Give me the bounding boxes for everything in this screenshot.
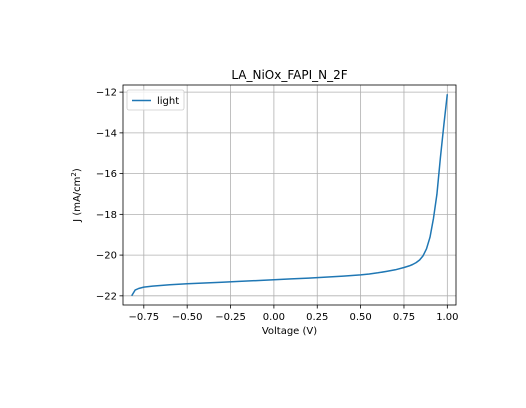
y-tick-label: −14 (96, 128, 117, 139)
legend: light (126, 89, 185, 111)
y-tick-label: −18 (96, 210, 117, 221)
x-tick-label: −0.50 (172, 312, 203, 323)
x-axis-label: Voltage (V) (262, 326, 317, 337)
grid-layer (123, 85, 456, 305)
y-tick-label: −16 (96, 169, 117, 180)
x-tick-label: −0.75 (128, 312, 159, 323)
x-tick-label: −0.25 (215, 312, 246, 323)
x-tick-label: 0.75 (393, 312, 415, 323)
chart-title: LA_NiOx_FAPI_N_2F (231, 68, 347, 82)
y-axis-label-superscript: 2 (70, 172, 78, 176)
y-axis-label-main: J (mA/cm (72, 177, 83, 223)
series-line-light (131, 94, 449, 297)
legend-label-light: light (157, 96, 179, 107)
y-tick-label: −20 (96, 251, 117, 262)
x-tick-label: 1.00 (436, 312, 458, 323)
y-axis-label-close: ) (72, 168, 83, 172)
x-tick-label: 0.00 (263, 312, 285, 323)
y-tick-label: −12 (96, 88, 117, 99)
x-tick-label: 0.25 (306, 312, 328, 323)
plot-area (122, 84, 457, 306)
series-layer (131, 94, 449, 297)
x-tick-label: 0.50 (349, 312, 371, 323)
y-tick-label: −22 (96, 291, 117, 302)
y-axis-label: J (mA/cm2) (70, 168, 83, 223)
tick-layer: −0.75 −0.50 −0.25 0.00 0.25 0.50 0.75 1.00 −22 −2… (96, 88, 459, 323)
legend-box (126, 89, 185, 111)
